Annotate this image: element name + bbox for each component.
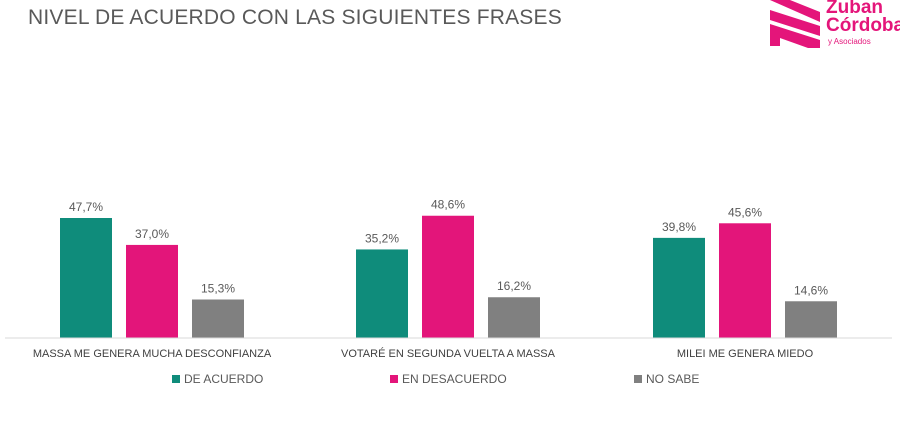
bar bbox=[126, 244, 178, 338]
bar bbox=[356, 249, 408, 338]
legend-swatch bbox=[390, 375, 398, 383]
legend-swatch bbox=[172, 375, 180, 383]
legend-item-en-desacuerdo: EN DESACUERDO bbox=[390, 372, 507, 386]
bar bbox=[192, 299, 244, 338]
legend-label: NO SABE bbox=[646, 372, 700, 386]
bar bbox=[653, 237, 705, 338]
legend-swatch bbox=[634, 375, 642, 383]
data-label: 14,6% bbox=[794, 283, 828, 297]
logo-stripes-icon bbox=[770, 0, 820, 48]
data-label: 16,2% bbox=[497, 279, 531, 293]
data-label: 39,8% bbox=[662, 220, 696, 234]
data-label: 35,2% bbox=[365, 231, 399, 245]
category-label: MILEI ME GENERA MIEDO bbox=[677, 348, 814, 360]
legend-label: EN DESACUERDO bbox=[402, 372, 507, 386]
logo-text-3: y Asociados bbox=[828, 37, 871, 46]
bar bbox=[422, 215, 474, 338]
bar bbox=[719, 223, 771, 338]
data-label: 48,6% bbox=[431, 198, 465, 212]
logo-text-2: Córdoba bbox=[826, 15, 900, 36]
legend-label: DE ACUERDO bbox=[184, 372, 264, 386]
legend-item-de-acuerdo: DE ACUERDO bbox=[172, 372, 263, 386]
category-label: MASSA ME GENERA MUCHA DESCONFIANZA bbox=[33, 348, 272, 360]
zuban-cordoba-logo: Zuban Córdoba y Asociados bbox=[768, 0, 900, 50]
legend-item-no-sabe: NO SABE bbox=[634, 372, 699, 386]
logo-text-1: Zuban bbox=[826, 0, 883, 18]
data-label: 47,7% bbox=[69, 200, 103, 214]
data-label: 37,0% bbox=[135, 227, 169, 241]
bar bbox=[785, 301, 837, 338]
data-label: 15,3% bbox=[201, 282, 235, 296]
chart-title: NIVEL DE ACUERDO CON LAS SIGUIENTES FRAS… bbox=[28, 6, 562, 29]
bar bbox=[488, 297, 540, 338]
category-label: VOTARÉ EN SEGUNDA VUELTA A MASSA bbox=[341, 347, 556, 360]
data-label: 45,6% bbox=[728, 205, 762, 219]
bar bbox=[60, 218, 112, 338]
